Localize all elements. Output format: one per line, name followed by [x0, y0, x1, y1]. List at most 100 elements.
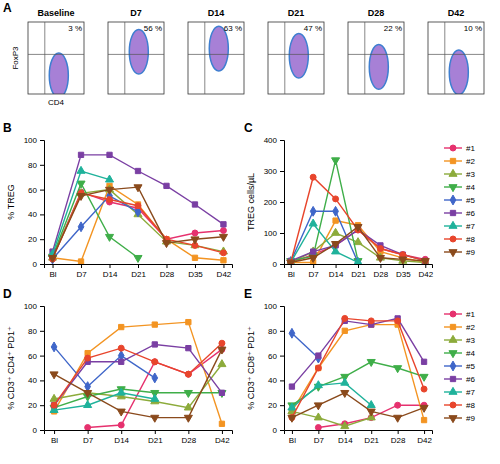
- series-marker: [420, 405, 428, 412]
- tick-label: 100: [264, 302, 278, 311]
- tick-label: D42: [418, 270, 433, 279]
- plot-frame: [348, 22, 404, 94]
- y-axis-label: % CD3⁺ CD8⁺ PD1⁺: [246, 326, 256, 410]
- tick-mark: [280, 331, 284, 332]
- series-marker: [354, 258, 362, 264]
- series-marker: [219, 421, 224, 426]
- plot-frame: [188, 22, 244, 94]
- plot-area: [49, 152, 228, 264]
- tick-label: D14: [114, 436, 129, 445]
- tick: D35: [396, 264, 411, 279]
- tick: 40: [28, 210, 44, 219]
- legend-marker: [450, 376, 455, 381]
- y-axis-label: % CD3⁺ CD4⁺ PD1⁺: [6, 326, 16, 410]
- legend-item: #7: [444, 221, 475, 231]
- y-axis: 020406080100: [24, 302, 45, 435]
- series-marker: [152, 359, 158, 365]
- series-marker: [78, 152, 83, 157]
- series-marker: [191, 237, 199, 244]
- series-marker: [219, 234, 227, 241]
- tick: 20: [268, 401, 284, 410]
- gate-percent: 10 %: [464, 24, 482, 33]
- series-marker: [185, 371, 191, 377]
- series-line: [292, 411, 371, 426]
- tick: D21: [148, 430, 163, 445]
- series-marker: [119, 324, 124, 329]
- tick-label: 20: [268, 401, 277, 410]
- series-marker: [152, 359, 158, 365]
- series-marker: [78, 259, 83, 264]
- legend-item: #5: [444, 195, 475, 205]
- series-marker: [289, 384, 294, 389]
- tick-mark: [222, 430, 223, 434]
- x-axis: BlD7D14D21D28D42: [285, 430, 433, 445]
- legend-label: #3: [466, 170, 475, 179]
- gate-percent: 47 %: [304, 24, 322, 33]
- tick-label: 80: [28, 327, 37, 336]
- legend-marker: [449, 335, 457, 342]
- tick-label: D35: [188, 270, 203, 279]
- gate-line: [284, 22, 285, 94]
- gate-percent: 56 %: [144, 24, 162, 33]
- series-marker: [341, 390, 349, 397]
- gate-plot: [348, 22, 404, 94]
- gate-line: [364, 22, 365, 94]
- legend-item: #4: [444, 183, 475, 192]
- gate-plot: [268, 22, 324, 94]
- tick: 100: [24, 302, 44, 311]
- tick-mark: [280, 405, 284, 406]
- series-marker: [84, 390, 92, 397]
- tick: D14: [103, 264, 118, 279]
- tick-label: 100: [24, 302, 38, 311]
- series-marker: [395, 402, 401, 408]
- series-marker: [354, 224, 362, 231]
- series-marker: [421, 259, 429, 264]
- series-marker: [219, 390, 224, 395]
- series-marker: [220, 228, 226, 234]
- tick-label: 20: [28, 401, 37, 410]
- tick: D42: [417, 430, 432, 445]
- series-marker: [342, 328, 347, 333]
- series-marker: [152, 373, 158, 383]
- y-axis-label: TREG cells/µL: [246, 173, 256, 231]
- series-marker: [332, 228, 340, 235]
- tick-mark: [358, 264, 359, 268]
- series-marker: [186, 346, 191, 351]
- plot-area: [288, 315, 428, 430]
- axis-line: [40, 141, 45, 265]
- legend-label: #2: [466, 323, 475, 332]
- legend-label: #9: [466, 414, 475, 423]
- tick-mark: [40, 306, 44, 307]
- x-axis: BlD7D14D21D28D35D42: [45, 264, 233, 279]
- cell-cloud-group: [49, 53, 68, 94]
- tick: D42: [215, 430, 230, 445]
- tick-label: D28: [160, 270, 175, 279]
- series-marker: [332, 158, 340, 165]
- series-marker: [311, 249, 316, 254]
- tick: D21: [131, 264, 146, 279]
- series-marker: [50, 372, 58, 379]
- gate-line: [268, 54, 324, 55]
- series-line: [54, 349, 222, 417]
- tick-mark: [188, 430, 189, 434]
- tick-mark: [280, 356, 284, 357]
- series-marker: [310, 174, 316, 180]
- tick-label: D42: [417, 436, 432, 445]
- axis-line: [45, 265, 233, 269]
- legend-item: #8: [444, 235, 475, 244]
- tick-mark: [313, 264, 314, 268]
- tick-label: 80: [268, 327, 277, 336]
- tick: Bl: [289, 430, 296, 445]
- series-marker: [218, 347, 226, 354]
- tick-mark: [280, 140, 284, 141]
- series-marker: [78, 222, 84, 232]
- series-marker: [367, 409, 375, 416]
- series-marker: [85, 425, 91, 430]
- legend-item: #1: [444, 144, 475, 153]
- tick-mark: [280, 306, 284, 307]
- series-line: [291, 224, 358, 263]
- legend-label: #8: [466, 401, 475, 410]
- tick-mark: [280, 380, 284, 381]
- tick-mark: [336, 264, 337, 268]
- series-marker: [49, 255, 57, 262]
